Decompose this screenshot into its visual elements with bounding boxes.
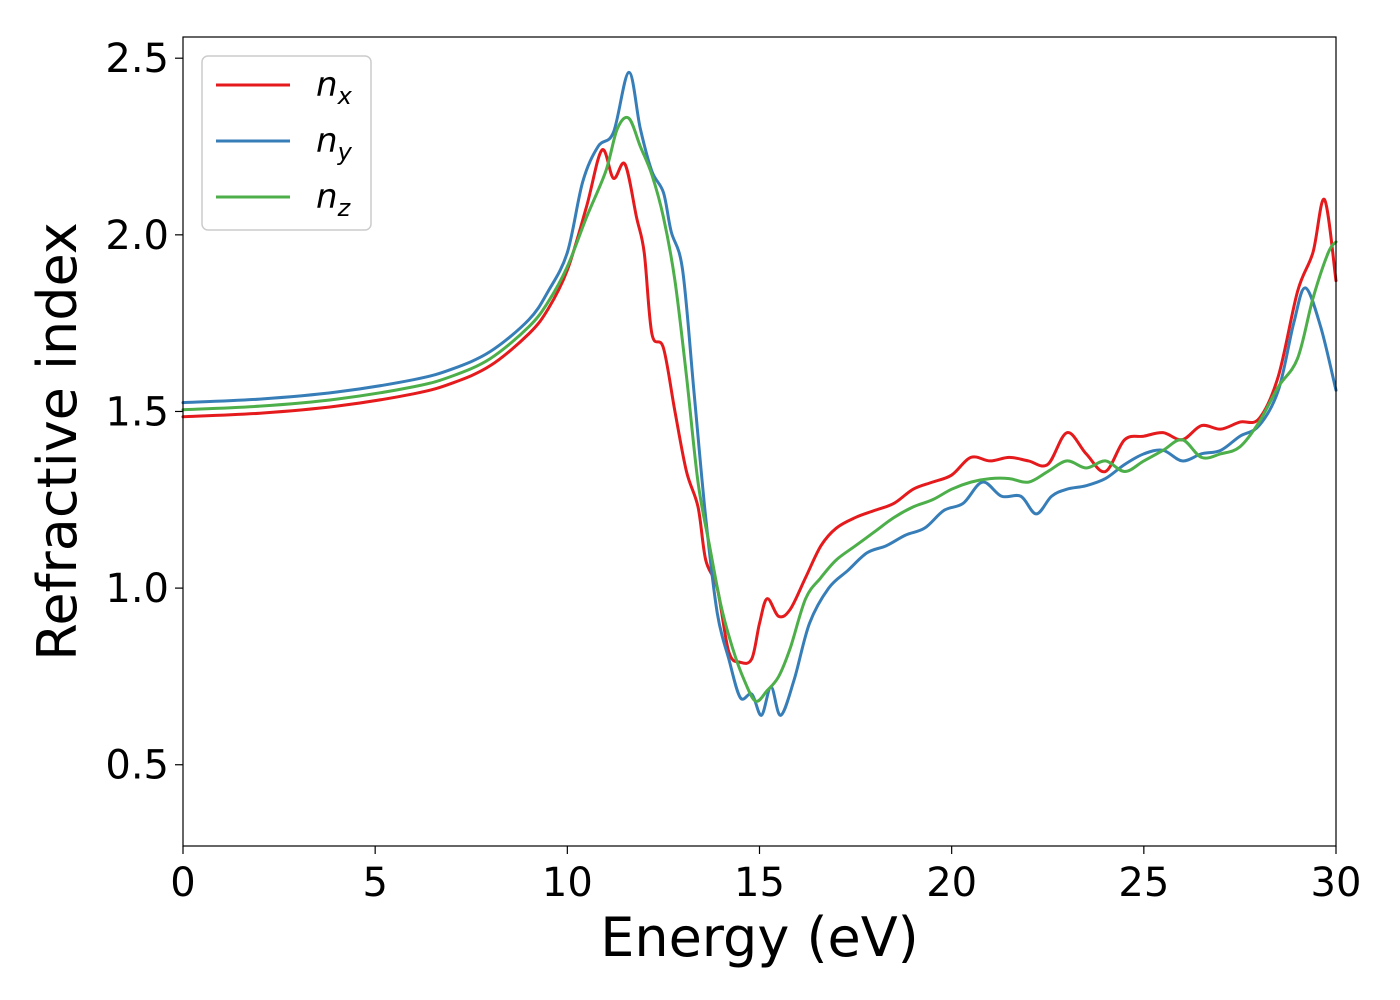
y-tick-label: 0.5 — [105, 743, 169, 789]
x-tick-label: 10 — [542, 860, 593, 906]
x-tick-label: 25 — [1118, 860, 1169, 906]
legend-label-n-y: ny — [316, 121, 353, 166]
x-tick-label: 20 — [926, 860, 977, 906]
x-tick-label: 15 — [734, 860, 785, 906]
series-line-n-z — [181, 115, 1338, 703]
x-axis-label: Energy (eV) — [600, 906, 919, 969]
y-tick-label: 1.5 — [105, 389, 169, 435]
legend-label-n-z: nz — [316, 177, 352, 222]
y-tick-label: 2.0 — [105, 213, 169, 259]
y-axis-label: Refractive index — [26, 222, 89, 661]
x-axis-ticks: 0 5 10 15 20 25 30 — [170, 846, 1361, 906]
series-lines — [181, 70, 1338, 717]
x-tick-label: 30 — [1311, 860, 1362, 906]
x-tick-label: 0 — [170, 860, 195, 906]
y-tick-label: 2.5 — [105, 36, 169, 82]
legend: nx ny nz — [201, 55, 372, 231]
legend-label-n-x: nx — [316, 65, 353, 110]
series-line-n-y — [181, 70, 1338, 717]
x-tick-label: 5 — [362, 860, 387, 906]
series-line-n-x — [181, 148, 1338, 665]
y-axis-ticks: 0.5 1.0 1.5 2.0 2.5 — [105, 36, 183, 789]
y-tick-label: 1.0 — [105, 566, 169, 612]
legend-box — [201, 55, 372, 231]
